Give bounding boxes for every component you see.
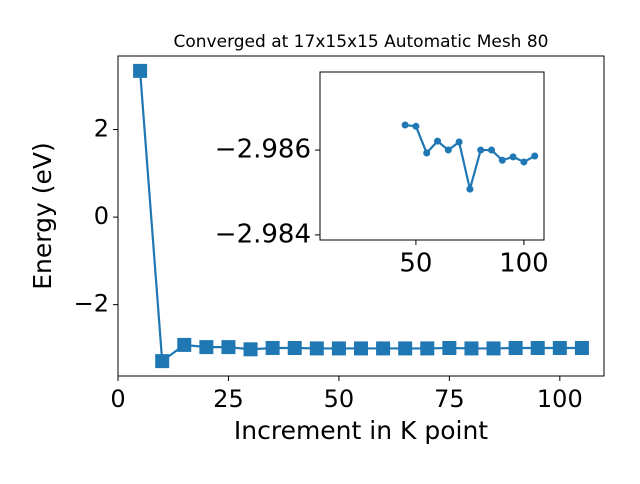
y-tick-label: −2.984: [215, 219, 311, 249]
marker: [265, 340, 280, 355]
marker: [243, 342, 258, 357]
y-tick-label: 0: [94, 202, 109, 230]
y-tick-label: 2: [94, 115, 109, 143]
marker: [177, 337, 192, 352]
marker: [221, 340, 236, 355]
marker: [455, 138, 463, 146]
marker: [309, 341, 324, 356]
marker: [420, 341, 435, 356]
y-axis-label: Energy (eV): [28, 142, 57, 289]
marker: [401, 121, 409, 129]
marker: [354, 341, 368, 356]
marker: [287, 340, 302, 355]
marker: [464, 341, 479, 356]
marker: [509, 153, 517, 161]
marker: [434, 137, 442, 145]
x-tick-label: 50: [324, 385, 355, 413]
marker: [574, 340, 589, 355]
y-tick-label: −2: [74, 290, 109, 318]
chart-title: Converged at 17x15x15 Automatic Mesh 80: [174, 32, 549, 52]
marker: [552, 340, 567, 355]
x-tick-label: 0: [110, 385, 125, 413]
marker: [376, 341, 391, 356]
marker: [520, 158, 528, 166]
x-tick-label: 100: [537, 385, 583, 413]
marker: [486, 341, 501, 356]
marker: [477, 146, 485, 154]
marker: [412, 122, 420, 130]
marker: [155, 354, 170, 369]
marker: [508, 340, 523, 355]
marker: [444, 146, 452, 154]
marker: [466, 185, 474, 193]
marker: [331, 341, 346, 356]
marker: [398, 341, 413, 356]
marker: [423, 149, 431, 157]
marker: [498, 156, 506, 164]
y-tick-label: −2.986: [215, 135, 311, 165]
plot-area: [319, 71, 545, 241]
marker: [199, 340, 214, 355]
marker: [488, 146, 496, 154]
marker: [531, 152, 539, 160]
x-axis-label: Increment in K point: [234, 416, 488, 445]
marker: [133, 63, 148, 78]
x-tick-label: 100: [499, 249, 549, 279]
marker: [530, 340, 545, 355]
x-tick-label: 75: [434, 385, 465, 413]
x-tick-label: 25: [213, 385, 244, 413]
x-tick-label: 50: [399, 249, 432, 279]
marker: [442, 340, 457, 355]
